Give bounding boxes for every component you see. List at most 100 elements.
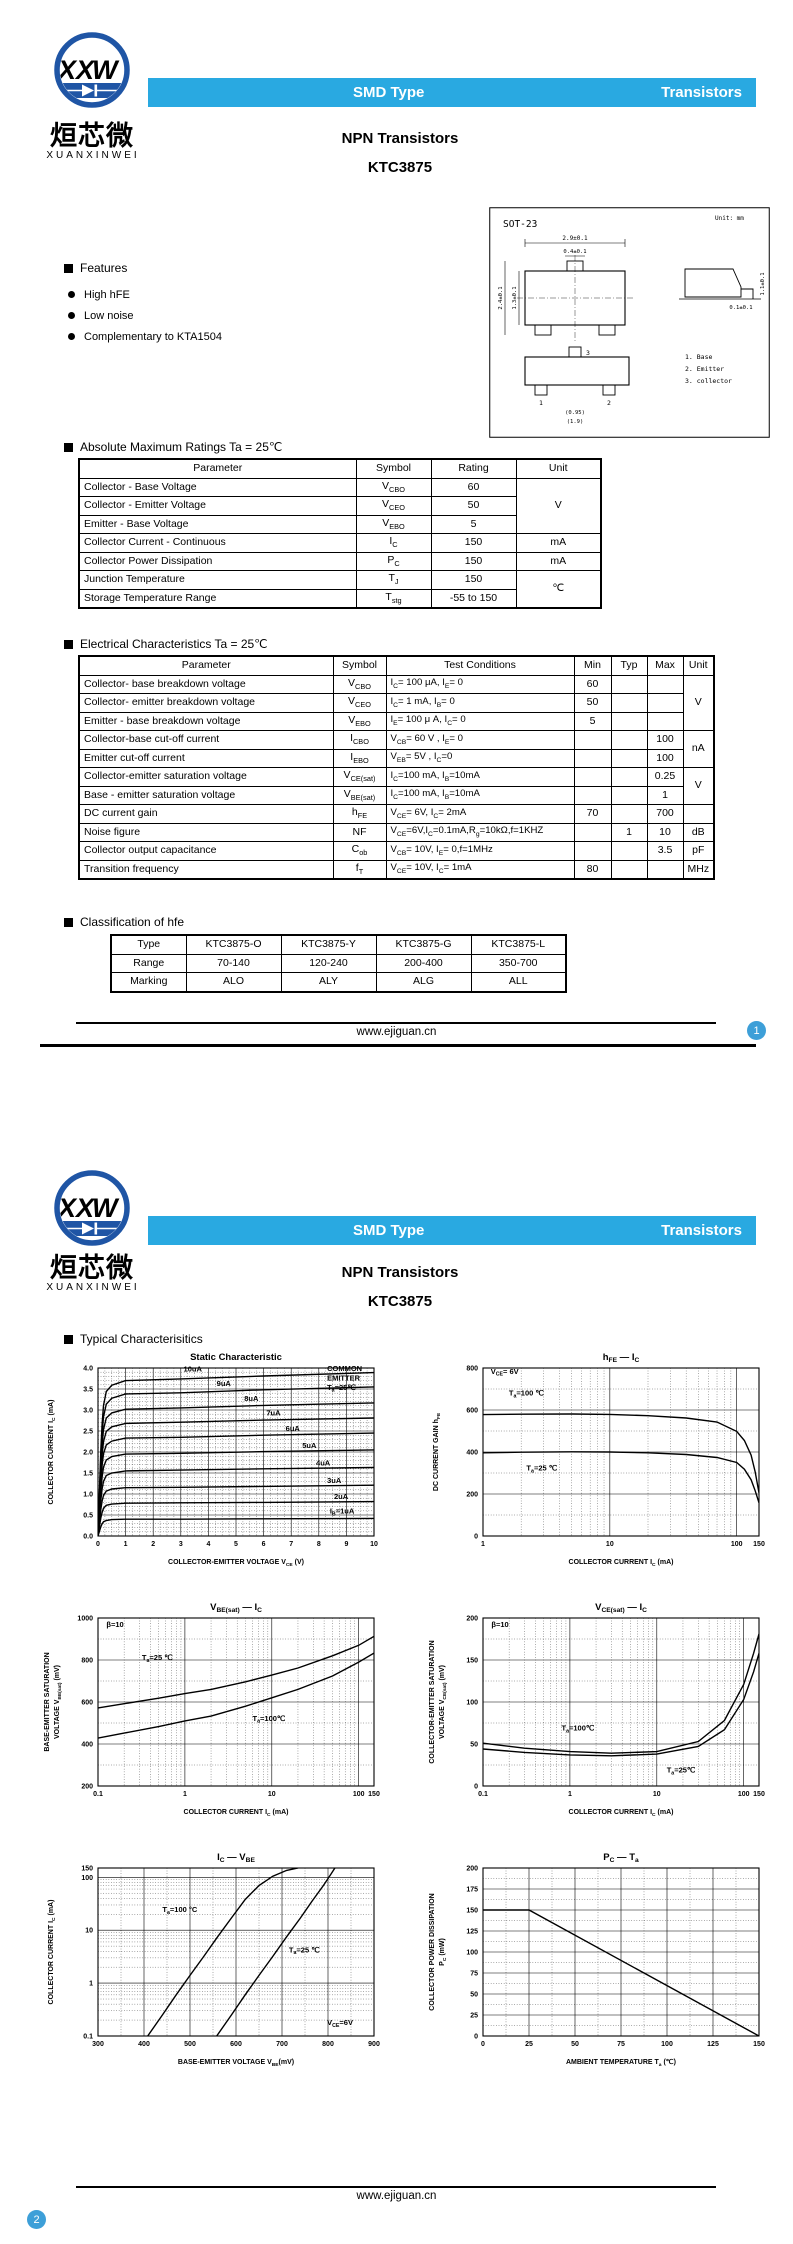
table-row: Noise figure NF VCE=6V,IC=0.1mA,Rg=10kΩ,f=…: [78, 822, 715, 842]
svg-text:0: 0: [474, 1784, 478, 1791]
svg-text:150: 150: [466, 1658, 478, 1665]
square-bullet-icon: [64, 639, 73, 649]
svg-text:150: 150: [753, 1791, 765, 1798]
table-cell: Collector-base cut-off current: [78, 730, 334, 750]
svg-text:200: 200: [466, 1492, 478, 1499]
table-cell: mA: [515, 533, 602, 553]
table-cell: Transition frequency: [78, 859, 334, 880]
svg-text:0.5: 0.5: [83, 1513, 93, 1520]
table-cell: [610, 785, 648, 805]
table-cell: 150: [430, 570, 517, 590]
table-cell: VCB= 60 V , IE= 0: [385, 730, 575, 750]
table-cell: KTC3875-L: [470, 934, 567, 955]
pin-legend: 2. Emitter: [685, 365, 724, 373]
svg-text:75: 75: [470, 1971, 478, 1978]
table-cell: dB: [682, 822, 715, 842]
table-row: Emitter cut-off current IEBO VEB= 5V , IC=…: [78, 748, 714, 768]
svg-text:600: 600: [230, 2041, 242, 2048]
elec-title-label: Electrical Characteristics Ta = 25℃: [80, 637, 268, 651]
table-row: Collector - Emitter Voltage VCEO 50: [78, 496, 601, 516]
svg-text:7: 7: [289, 1541, 293, 1548]
part-number-title: KTC3875: [367, 159, 433, 176]
table-row: Range 70-140 120-240 200-400 350-700: [110, 953, 567, 973]
package-drawing: SOT-23 Unit: mm 2.9±0.1 0.4±0.1 1.3±0.1 …: [489, 207, 770, 438]
table-cell: Noise figure: [78, 822, 334, 842]
table-cell: 60: [430, 477, 517, 497]
page-number-badge: 1: [747, 1021, 766, 1040]
table-cell: 10: [646, 822, 684, 842]
svg-text:800: 800: [322, 2041, 334, 2048]
svg-text:400: 400: [138, 2041, 150, 2048]
svg-text:Ta=25 ℃: Ta=25 ℃: [289, 1945, 320, 1956]
svg-text:8: 8: [317, 1541, 321, 1548]
package-name-label: SOT-23: [503, 219, 537, 230]
svg-text:300: 300: [92, 2041, 104, 2048]
svg-text:2uA: 2uA: [334, 1492, 349, 1501]
square-bullet-icon: [64, 442, 73, 452]
table-row: DC current gain hFE VCE= 6V, IC= 2mA 70 700: [78, 804, 715, 824]
brand-name-en: XUANXINWEI: [46, 150, 140, 161]
footer-rule: [76, 2186, 716, 2188]
square-bullet-icon: [64, 1334, 73, 1344]
svg-text:Ta=100℃: Ta=100℃: [253, 1714, 286, 1725]
svg-text:1: 1: [89, 1981, 93, 1988]
table-row: Collector output capacitance Cob VCB= 10V,…: [78, 841, 715, 861]
table-cell: VCE(sat): [332, 767, 387, 787]
svg-text:0: 0: [481, 2041, 485, 2048]
svg-text:5uA: 5uA: [302, 1441, 317, 1450]
table-cell: VEBO: [332, 711, 387, 731]
classification-section-title: Classification of hfe: [64, 915, 184, 929]
table-cell: IEBO: [332, 748, 387, 768]
svg-text:9uA: 9uA: [217, 1379, 232, 1388]
column-header: Symbol: [332, 655, 387, 676]
header-left-label: SMD Type: [353, 1222, 425, 1239]
header-right-label: Transistors: [661, 84, 742, 101]
table-cell: Base - emitter saturation voltage: [78, 785, 334, 805]
svg-text:800: 800: [81, 1658, 93, 1665]
svg-text:800: 800: [466, 1366, 478, 1373]
svg-text:0.1: 0.1: [93, 1791, 103, 1798]
svg-text:COLLECTOR CURRENT IC (mA): COLLECTOR CURRENT IC (mA): [184, 1809, 289, 1818]
svg-text:W: W: [92, 55, 120, 85]
dim-label: (0.95): [565, 410, 585, 416]
chart-static-characteristic: 0 1 2 3 4 5 6 7 8 9 10 0.0 0.5 1.0 1.5 2.0 2.5 3.0 3.5 4.0 1…: [40, 1348, 390, 1594]
dot-bullet-icon: [68, 312, 75, 319]
table-row: Collector Power Dissipation PC 150 mA: [78, 551, 602, 571]
table-cell: 100: [646, 730, 684, 750]
svg-text:10: 10: [85, 1928, 93, 1935]
table-cell: Collector-emitter saturation voltage: [78, 767, 334, 787]
svg-text:COLLECTOR POWER DISSIPATION: COLLECTOR POWER DISSIPATION: [429, 1893, 436, 2010]
svg-text:Ta=100 ℃: Ta=100 ℃: [509, 1389, 544, 1400]
square-bullet-icon: [64, 263, 73, 273]
brand-name-en: XUANXINWEI: [46, 1282, 140, 1293]
column-header: Unit: [682, 655, 715, 676]
table-cell: 50: [430, 496, 517, 516]
chart-vce-sat-vs-ic: 0.1 1 10 100 150 0 50 100 150 200 Ta=100℃ Ta=25℃ β=1…: [425, 1598, 775, 1844]
svg-text:7uA: 7uA: [266, 1408, 281, 1417]
doc-type-title: NPN Transistors: [341, 130, 459, 147]
column-header: Max: [646, 655, 684, 676]
svg-text:0.1: 0.1: [83, 2034, 93, 2041]
dot-bullet-icon: [68, 333, 75, 340]
table-cell: [610, 711, 648, 731]
svg-text:3.0: 3.0: [83, 1408, 93, 1415]
table-cell: 5: [430, 514, 517, 534]
table-cell: Emitter - base breakdown voltage: [78, 711, 334, 731]
svg-text:PC (mW): PC (mW): [439, 1938, 448, 1966]
svg-text:100: 100: [466, 1700, 478, 1707]
table-cell: ICBO: [332, 730, 387, 750]
abs-max-table: Parameter Symbol Rating Unit Collector - Bas…: [78, 458, 602, 609]
pin-legend: 3. collector: [685, 377, 732, 385]
features-title-label: Features: [80, 261, 128, 275]
header-bar: SMD Type Transistors: [148, 1216, 756, 1245]
chart-svg: 0.1 1 10 100 150050100150200Ta=100℃Ta=25℃β=1…: [429, 1602, 765, 1818]
table-cell: [573, 748, 612, 768]
table-cell: 150: [430, 533, 517, 553]
table-cell: [610, 841, 648, 861]
svg-text:150: 150: [368, 1791, 380, 1798]
svg-text:1: 1: [183, 1791, 187, 1798]
chart-svg: 0 1 2 3 4 5 6 7 8 9 10 0.0 0.5 1.0 1.5 2.0 2.5 3.0 3.5 4.0 1…: [48, 1352, 378, 1568]
svg-text:100: 100: [353, 1791, 365, 1798]
elec-section-title: Electrical Characteristics Ta = 25℃: [64, 637, 268, 651]
table-cell: IC=100 mA, IB=10mA: [385, 785, 575, 805]
